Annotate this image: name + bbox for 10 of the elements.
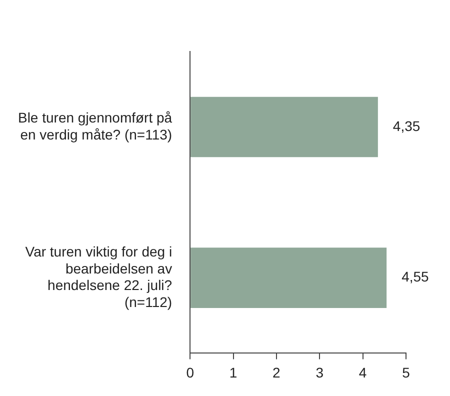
data-label: 4,55	[402, 268, 430, 285]
x-tick-label: 2	[272, 364, 281, 380]
x-tick-label: 5	[402, 364, 410, 380]
x-tick-label: 1	[229, 364, 238, 380]
x-tick-label: 4	[358, 364, 367, 380]
x-tick-label: 0	[186, 364, 194, 380]
data-label: 4,35	[392, 118, 420, 134]
x-tick-label: 3	[316, 364, 324, 380]
y-tick-label: Ble turen gjennomført på en verdig måte? (n=113)	[18, 109, 172, 142]
y-tick-label: Var turen viktig for deg i bearbeidelsen av hendelsene 22. juli? (n=112)	[25, 243, 172, 310]
